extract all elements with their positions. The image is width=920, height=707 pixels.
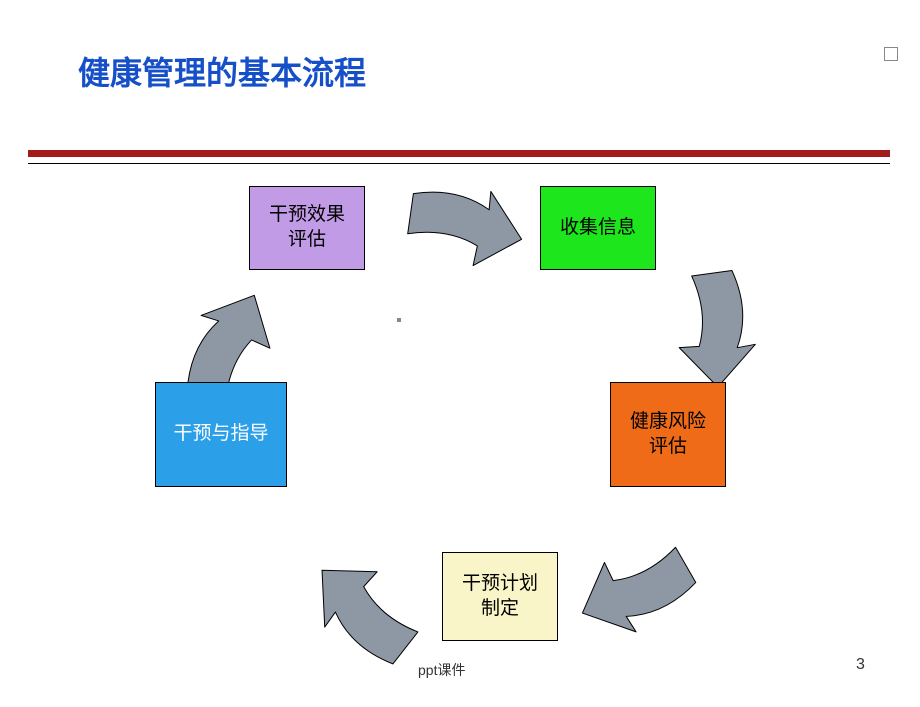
page-title: 健康管理的基本流程: [78, 48, 366, 94]
node-intervention-guidance: 干预与指导: [155, 382, 287, 487]
node-label: 制定: [481, 597, 519, 622]
node-risk-assessment: 健康风险 评估: [610, 382, 726, 487]
divider-thick: [28, 150, 890, 157]
node-label: 收集信息: [560, 216, 636, 241]
node-label: 评估: [288, 228, 326, 253]
node-collect-info: 收集信息: [540, 186, 656, 270]
node-label: 干预计划: [462, 572, 538, 597]
footer-label: ppt课件: [418, 660, 465, 680]
cycle-arrow-1: [377, 143, 547, 300]
cycle-arrow-3: [554, 510, 727, 671]
node-label: 健康风险: [630, 410, 706, 435]
page-number: 3: [856, 656, 865, 674]
node-plan-making: 干预计划 制定: [442, 552, 558, 641]
corner-checkbox: [884, 47, 898, 61]
cycle-arrow-2: [656, 253, 781, 397]
node-label: 干预与指导: [173, 422, 268, 447]
node-label: 评估: [649, 435, 687, 460]
node-label: 干预效果: [269, 203, 345, 228]
node-intervention-evaluation: 干预效果 评估: [249, 186, 365, 270]
center-marker: [397, 318, 401, 322]
